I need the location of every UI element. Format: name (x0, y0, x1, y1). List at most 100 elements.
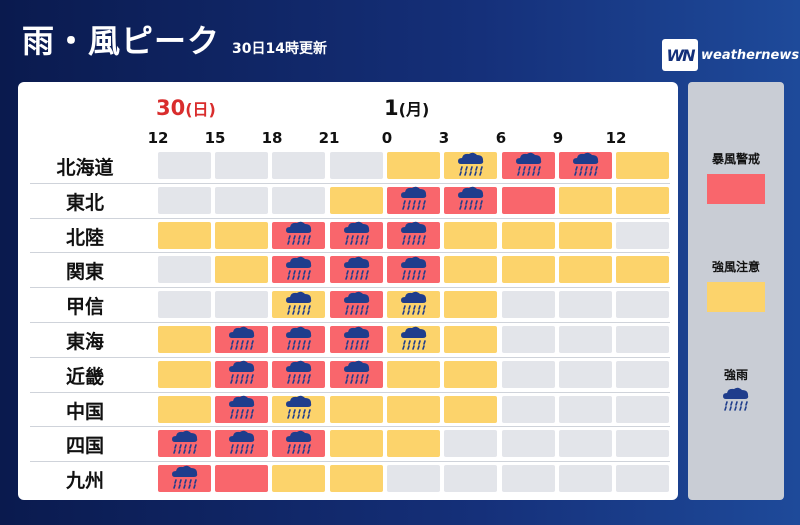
forecast-cell (272, 152, 325, 179)
forecast-cell (616, 152, 669, 179)
region-name: 東北 (65, 191, 104, 214)
forecast-cell (158, 326, 211, 353)
forecast-cell (559, 395, 612, 423)
forecast-cell (330, 395, 383, 423)
hour-label: 12 (147, 129, 169, 147)
forecast-cell (272, 255, 325, 285)
forecast-cell (215, 465, 268, 493)
forecast-cell (387, 395, 440, 423)
hour-label: 6 (495, 129, 507, 147)
day-weekday: (月) (398, 100, 430, 119)
forecast-cell (272, 220, 325, 250)
forecast-cell (330, 255, 383, 285)
row-divider (30, 322, 670, 323)
weathernews-logo: WN weathernews (662, 38, 799, 72)
forecast-cell (387, 360, 440, 388)
heavy-rain-icon (284, 325, 314, 355)
forecast-cell (215, 326, 268, 353)
hour-label: 12 (605, 129, 627, 147)
hour-label: 18 (261, 129, 283, 147)
forecast-cell (272, 326, 325, 353)
day-num: 1 (384, 96, 399, 120)
heavy-rain-icon (284, 255, 314, 285)
row-divider (30, 461, 670, 463)
day-weekday: (日) (185, 100, 216, 119)
heavy-rain-icon (227, 359, 257, 389)
region-name: 関東 (65, 261, 104, 284)
forecast-cell (158, 152, 211, 179)
forecast-cell (444, 465, 497, 493)
forecast-cell (158, 256, 211, 284)
forecast-cell (158, 360, 211, 388)
forecast-cell (502, 430, 555, 458)
hour-label: 21 (318, 129, 340, 147)
legend-warning-label: 暴風警戒 (711, 152, 760, 166)
page-title: 雨・風ピーク (22, 22, 221, 60)
logo-text: weathernews (701, 47, 800, 63)
heavy-rain-icon (342, 290, 372, 320)
legend-warning-swatch (707, 174, 765, 204)
heavy-rain-icon (227, 429, 257, 459)
forecast-cell (215, 394, 268, 424)
forecast-cell (158, 395, 211, 423)
row-divider (30, 217, 670, 219)
heavy-rain-icon (342, 255, 372, 285)
forecast-cell (330, 152, 383, 179)
forecast-cell (444, 152, 497, 179)
forecast-cell (616, 256, 669, 284)
heavy-rain-icon (456, 151, 486, 181)
forecast-cell (158, 186, 211, 214)
forecast-cell (444, 326, 497, 353)
forecast-cell (502, 256, 555, 284)
heavy-rain-icon (514, 151, 544, 181)
heavy-rain-icon (284, 359, 314, 389)
heavy-rain-icon (342, 325, 372, 355)
forecast-cell (616, 221, 669, 249)
legend-caution-swatch (707, 282, 765, 312)
hour-label: 3 (438, 129, 450, 147)
forecast-cell (215, 186, 268, 214)
forecast-cell (215, 429, 268, 459)
forecast-cell (616, 291, 669, 319)
forecast-cell (444, 256, 497, 284)
heavy-rain-icon (227, 394, 257, 424)
forecast-cell (215, 256, 268, 284)
heavy-rain-icon (284, 290, 314, 320)
heavy-rain-icon (571, 151, 601, 181)
legend-caution-label: 強風注意 (711, 260, 760, 274)
forecast-cell (272, 290, 325, 320)
update-time: 30日14時更新 (232, 41, 327, 57)
heavy-rain-icon (284, 220, 314, 250)
forecast-cell (616, 186, 669, 214)
forecast-cell (559, 430, 612, 458)
forecast-cell (272, 395, 325, 423)
forecast-cell (502, 360, 555, 388)
forecast-cell (559, 291, 612, 319)
hour-label: 9 (552, 129, 564, 147)
forecast-cell (272, 465, 325, 493)
forecast-cell (330, 290, 383, 320)
forecast-cell (330, 465, 383, 493)
region-name: 甲信 (65, 296, 104, 319)
forecast-cell (559, 256, 612, 284)
row-divider (30, 391, 670, 393)
forecast-cell (387, 185, 440, 215)
forecast-cell (444, 291, 497, 319)
heavy-rain-icon (399, 255, 429, 285)
heavy-rain-icon (399, 185, 429, 215)
region-name: 近畿 (65, 365, 104, 388)
region-name: 東海 (65, 331, 104, 353)
forecast-cell (387, 465, 440, 493)
forecast-cell (158, 465, 211, 493)
forecast-cell (559, 152, 612, 179)
forecast-cell (502, 465, 555, 493)
hour-label: 0 (381, 129, 393, 147)
forecast-cell (444, 221, 497, 249)
forecast-cell (502, 291, 555, 319)
forecast-cell (387, 326, 440, 353)
forecast-cell (330, 360, 383, 388)
forecast-cell (502, 186, 555, 214)
forecast-cell (616, 430, 669, 458)
row-divider (30, 356, 670, 358)
forecast-cell (272, 359, 325, 389)
